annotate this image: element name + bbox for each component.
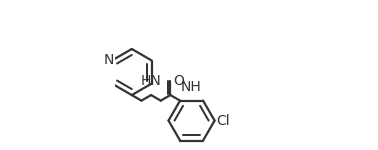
- Text: Cl: Cl: [216, 114, 230, 128]
- Text: NH: NH: [181, 80, 201, 94]
- Text: HN: HN: [141, 74, 161, 88]
- Text: O: O: [174, 74, 184, 88]
- Text: N: N: [104, 53, 115, 67]
